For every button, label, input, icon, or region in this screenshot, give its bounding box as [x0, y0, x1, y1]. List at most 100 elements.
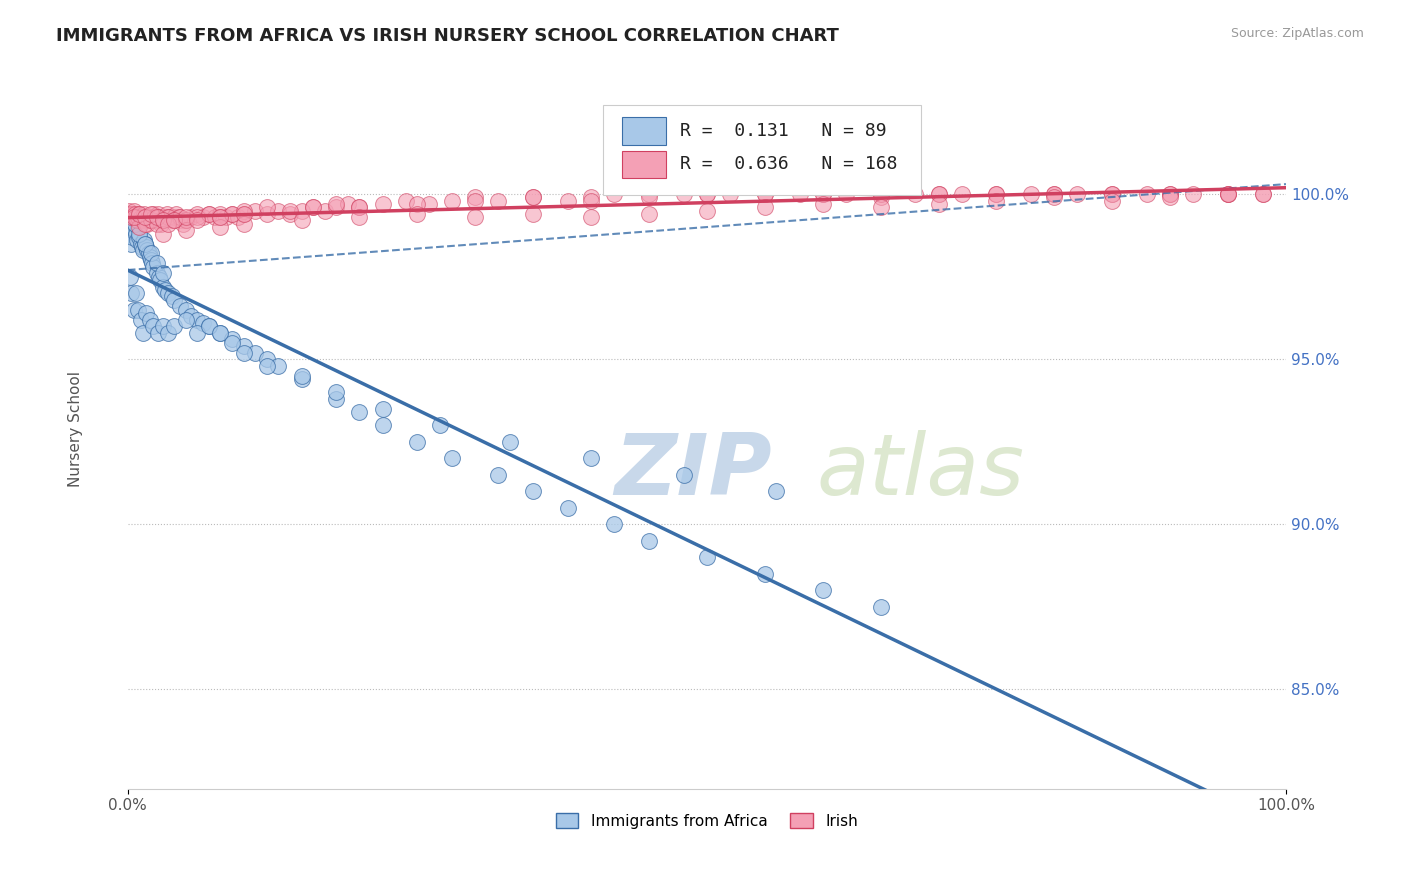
Point [325, 385, 347, 400]
Text: IMMIGRANTS FROM AFRICA VS IRISH NURSERY SCHOOL CORRELATION CHART: IMMIGRANTS FROM AFRICA VS IRISH NURSERY … [56, 27, 839, 45]
Point [169, 210, 191, 224]
Point [209, 210, 232, 224]
Text: R =  0.131   N = 89: R = 0.131 N = 89 [681, 122, 887, 140]
Point [811, 197, 834, 211]
Point [290, 203, 312, 218]
Point [522, 484, 544, 499]
Point [603, 517, 626, 532]
Text: R =  0.636   N = 168: R = 0.636 N = 168 [681, 155, 897, 173]
Point [122, 210, 145, 224]
Point [232, 339, 254, 353]
Point [371, 418, 394, 433]
Point [226, 210, 249, 224]
Point [811, 583, 834, 598]
Point [336, 197, 359, 211]
Point [221, 207, 243, 221]
Point [149, 273, 172, 287]
Point [198, 207, 221, 221]
Point [142, 319, 165, 334]
Point [464, 190, 486, 204]
Point [157, 286, 180, 301]
Point [120, 220, 142, 235]
Point [186, 312, 208, 326]
Point [522, 190, 544, 204]
Point [325, 392, 347, 406]
Point [232, 207, 254, 221]
Point [811, 187, 834, 202]
Point [243, 345, 266, 359]
Point [134, 217, 156, 231]
Point [121, 230, 143, 244]
Point [232, 217, 254, 231]
Point [156, 207, 179, 221]
Point [672, 187, 695, 202]
Point [191, 316, 214, 330]
Point [579, 194, 602, 208]
Point [163, 293, 186, 307]
Point [146, 207, 169, 221]
Point [129, 210, 152, 224]
Point [1043, 190, 1066, 204]
Point [128, 227, 150, 241]
Point [145, 266, 167, 280]
Point [132, 233, 155, 247]
Point [180, 210, 202, 224]
Point [152, 266, 174, 280]
Point [371, 197, 394, 211]
Point [1216, 187, 1239, 202]
Point [127, 302, 149, 317]
Text: Source: ZipAtlas.com: Source: ZipAtlas.com [1230, 27, 1364, 40]
Point [163, 213, 186, 227]
Point [150, 217, 173, 231]
Point [139, 312, 162, 326]
Point [406, 197, 429, 211]
Point [811, 187, 834, 202]
Point [1159, 190, 1181, 204]
Point [441, 194, 464, 208]
Point [159, 210, 181, 224]
Point [314, 203, 336, 218]
Point [927, 187, 949, 202]
Point [232, 207, 254, 221]
Point [174, 213, 197, 227]
Point [522, 190, 544, 204]
Point [145, 256, 167, 270]
Point [145, 210, 167, 224]
Point [1251, 187, 1274, 202]
Point [121, 207, 143, 221]
Point [124, 223, 146, 237]
Point [209, 207, 232, 221]
Point [349, 405, 371, 419]
Point [131, 240, 153, 254]
Point [290, 368, 312, 383]
Point [927, 197, 949, 211]
Point [221, 207, 243, 221]
Point [278, 203, 301, 218]
Point [125, 210, 148, 224]
Point [120, 236, 142, 251]
Point [135, 213, 157, 227]
Point [557, 194, 579, 208]
Point [170, 213, 193, 227]
Point [869, 599, 891, 614]
Point [128, 207, 150, 221]
Point [139, 210, 162, 224]
Point [267, 359, 290, 373]
Point [138, 213, 160, 227]
Point [1043, 187, 1066, 202]
Point [325, 200, 347, 214]
Point [718, 187, 741, 202]
Point [157, 326, 180, 340]
Point [152, 213, 174, 227]
Point [1019, 187, 1042, 202]
Point [125, 286, 148, 301]
Point [143, 210, 166, 224]
Point [139, 253, 162, 268]
Point [163, 213, 186, 227]
Point [186, 213, 208, 227]
Point [129, 312, 152, 326]
Point [290, 372, 312, 386]
Point [160, 289, 183, 303]
Point [122, 302, 145, 317]
Point [152, 319, 174, 334]
